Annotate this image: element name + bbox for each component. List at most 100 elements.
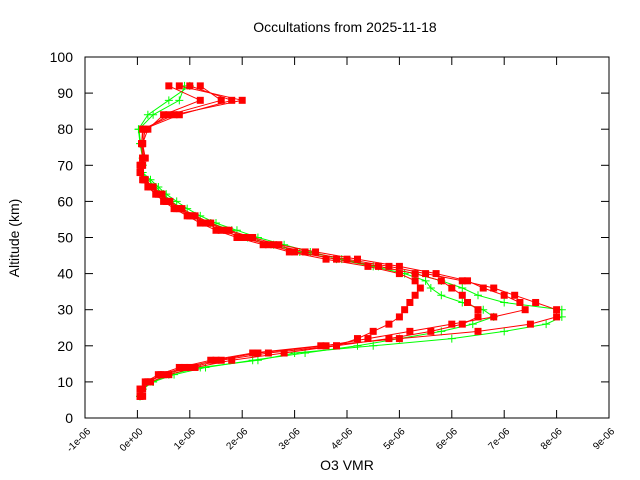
- data-point: [458, 320, 466, 328]
- data-point: [421, 276, 430, 285]
- data-point: [500, 291, 508, 299]
- data-point: [479, 284, 487, 292]
- data-point: [511, 291, 519, 299]
- data-point: [181, 363, 189, 371]
- data-point: [238, 234, 246, 241]
- data-point: [201, 363, 210, 372]
- data-point: [474, 306, 482, 314]
- y-tick-label: 100: [50, 49, 74, 65]
- data-point: [437, 277, 445, 285]
- data-point: [385, 320, 393, 328]
- profile-line: [139, 85, 558, 397]
- data-point: [149, 183, 157, 191]
- data-point: [149, 110, 158, 119]
- data-point: [191, 212, 199, 220]
- profile-line: [137, 85, 563, 397]
- data-point: [207, 356, 215, 364]
- data-point: [516, 298, 524, 306]
- data-point: [406, 298, 414, 306]
- y-tick-label: 30: [57, 302, 73, 318]
- data-point: [238, 96, 246, 104]
- data-point: [175, 363, 183, 371]
- data-point: [243, 234, 251, 241]
- data-point: [312, 248, 320, 256]
- data-point: [165, 371, 173, 379]
- data-point: [164, 96, 173, 105]
- data-point: [207, 219, 215, 227]
- data-point: [249, 349, 257, 357]
- data-point: [532, 298, 540, 306]
- data-point: [186, 82, 194, 90]
- data-point: [280, 349, 288, 357]
- data-point: [157, 371, 165, 379]
- data-point: [458, 284, 467, 293]
- x-tick-label: 0e+00: [118, 426, 146, 454]
- data-point: [183, 212, 191, 220]
- data-point: [196, 82, 204, 90]
- data-point: [411, 277, 419, 285]
- data-point: [464, 298, 472, 306]
- plot-marks: [134, 81, 566, 401]
- data-point: [364, 335, 372, 343]
- data-point: [317, 342, 325, 350]
- data-point: [196, 219, 204, 227]
- data-point: [401, 306, 409, 314]
- data-point: [343, 255, 351, 263]
- data-point: [165, 111, 173, 119]
- data-point: [160, 111, 168, 119]
- data-point: [186, 363, 194, 371]
- data-point: [191, 363, 199, 371]
- data-point: [217, 226, 225, 234]
- data-point: [175, 82, 183, 90]
- data-point: [369, 327, 377, 335]
- x-tick-label: 9e-06: [591, 426, 617, 452]
- data-point: [136, 385, 144, 393]
- data-point: [353, 335, 361, 343]
- data-point: [165, 82, 173, 90]
- x-tick-label: 4e-06: [329, 426, 355, 452]
- data-point: [136, 392, 144, 400]
- data-point: [178, 205, 186, 213]
- data-point: [291, 248, 299, 256]
- data-point: [474, 313, 482, 321]
- x-tick-label: 2e-06: [224, 426, 250, 452]
- data-point: [474, 291, 482, 300]
- data-point: [141, 176, 149, 184]
- data-point: [490, 284, 498, 292]
- data-point: [521, 306, 529, 314]
- data-point: [426, 284, 435, 293]
- data-point: [259, 241, 267, 249]
- data-point: [140, 125, 148, 133]
- x-tick-label: 5e-06: [382, 426, 408, 452]
- data-point: [437, 291, 446, 300]
- data-point: [364, 262, 372, 270]
- x-tick-label: 7e-06: [486, 426, 512, 452]
- data-point: [170, 111, 178, 119]
- data-point: [395, 313, 403, 321]
- data-point: [385, 335, 393, 343]
- data-point: [333, 342, 341, 350]
- data-point: [458, 277, 466, 285]
- data-point: [225, 226, 233, 234]
- data-point: [196, 96, 204, 104]
- data-point: [264, 349, 272, 357]
- data-point: [542, 320, 551, 329]
- data-point: [322, 255, 330, 263]
- data-point: [212, 226, 220, 234]
- y-tick-label: 10: [57, 374, 73, 390]
- data-point: [411, 291, 419, 299]
- data-point: [144, 378, 152, 386]
- data-point: [374, 262, 382, 270]
- data-point: [468, 320, 477, 329]
- data-point: [158, 190, 166, 198]
- data-point: [175, 96, 184, 105]
- data-point: [458, 291, 466, 299]
- data-point: [170, 205, 178, 213]
- data-point: [422, 270, 430, 278]
- y-tick-label: 60: [57, 193, 73, 209]
- data-point: [333, 255, 341, 263]
- data-point: [322, 342, 330, 350]
- x-tick-label: -1e-06: [65, 426, 94, 455]
- data-point: [138, 140, 146, 148]
